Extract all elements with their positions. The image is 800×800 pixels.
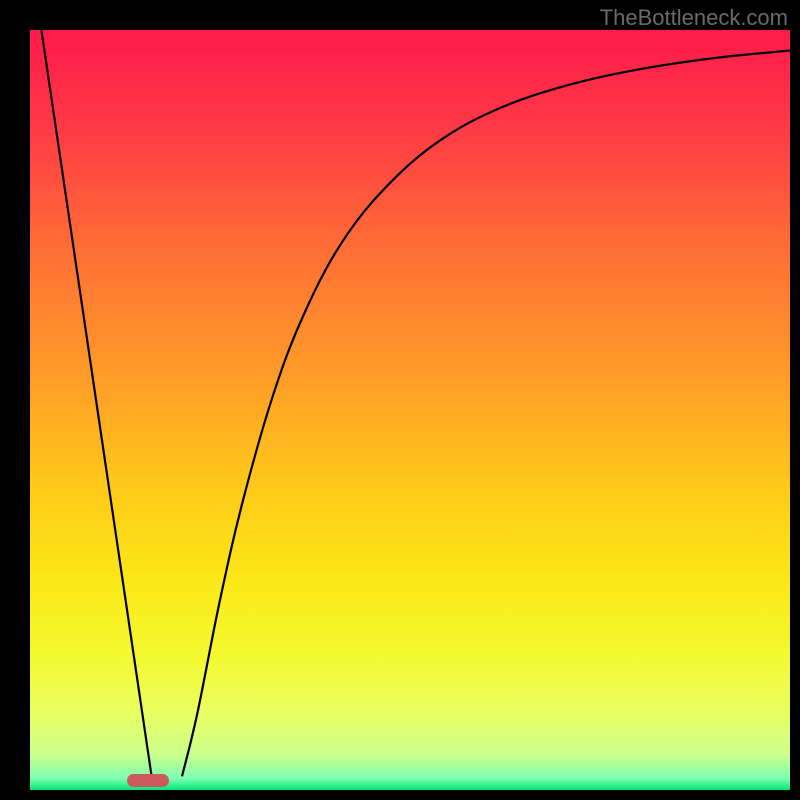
plot-area [30, 30, 790, 790]
right-curve [182, 51, 790, 777]
bottleneck-chart: TheBottleneck.com [0, 0, 800, 800]
curve-layer [30, 30, 790, 790]
left-curve [41, 30, 151, 776]
bottleneck-marker [127, 774, 169, 787]
watermark-label: TheBottleneck.com [600, 5, 788, 31]
